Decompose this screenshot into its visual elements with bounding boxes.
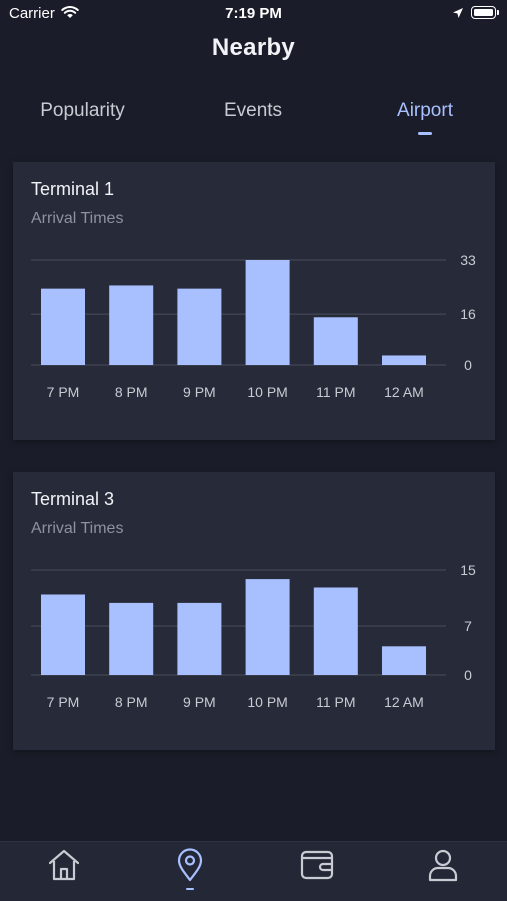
- bar[interactable]: [245, 579, 290, 675]
- bar[interactable]: [41, 594, 85, 676]
- card-title: Terminal 1: [31, 179, 115, 199]
- wallet-icon: [300, 850, 334, 880]
- bar[interactable]: [109, 285, 154, 365]
- bar[interactable]: [382, 646, 426, 675]
- x-tick-label: 7 PM: [47, 384, 80, 400]
- status-bar: Carrier 7:19 PM: [0, 0, 507, 28]
- card-subtitle: Arrival Times: [31, 520, 124, 537]
- tab-popularity[interactable]: Popularity: [40, 100, 125, 121]
- bar[interactable]: [109, 602, 154, 675]
- x-tick-label: 7 PM: [47, 694, 80, 710]
- y-tick-label: 7: [464, 618, 472, 634]
- terminal-1-arrival-chart: 33 16 0 7 PM 8 PM 9 PM 10 PM 11 PM 12 AM: [31, 252, 476, 400]
- battery-icon: [471, 6, 496, 19]
- tab-bar-profile[interactable]: [413, 842, 473, 892]
- bar[interactable]: [382, 355, 426, 365]
- x-tick-label: 9 PM: [183, 384, 216, 400]
- active-tab-bar-indicator: [186, 888, 194, 890]
- bar[interactable]: [41, 288, 85, 365]
- card-title: Terminal 3: [31, 489, 115, 509]
- x-tick-label: 10 PM: [247, 384, 287, 400]
- x-tick-label: 11 PM: [316, 694, 355, 710]
- bar[interactable]: [313, 587, 358, 676]
- tab-bar-wallet[interactable]: [287, 842, 347, 892]
- bar[interactable]: [177, 602, 222, 675]
- profile-icon: [428, 849, 458, 882]
- y-tick-label: 0: [464, 357, 472, 373]
- card-subtitle: Arrival Times: [31, 210, 124, 227]
- location-arrow-icon: [452, 6, 464, 24]
- x-tick-label: 12 AM: [384, 384, 424, 400]
- x-tick-label: 8 PM: [115, 694, 148, 710]
- terminal-3-arrival-chart: 15 7 0 7 PM 8 PM 9 PM 10 PM 11 PM 12 AM: [31, 562, 476, 710]
- tab-events[interactable]: Events: [223, 100, 283, 121]
- y-tick-label: 0: [464, 667, 472, 683]
- bar[interactable]: [177, 288, 222, 365]
- bottom-tab-bar: [0, 841, 507, 901]
- wifi-icon: [61, 5, 79, 24]
- x-tick-label: 10 PM: [247, 694, 287, 710]
- y-tick-label: 33: [460, 252, 476, 268]
- bar[interactable]: [313, 317, 358, 365]
- x-tick-label: 9 PM: [183, 694, 216, 710]
- location-pin-icon: [177, 848, 203, 882]
- y-tick-label: 15: [460, 562, 476, 578]
- tab-bar-home[interactable]: [34, 842, 94, 892]
- tab-bar-nearby[interactable]: [160, 842, 220, 892]
- tab-airport[interactable]: Airport: [397, 100, 453, 121]
- home-icon: [48, 849, 80, 881]
- x-tick-label: 8 PM: [115, 384, 148, 400]
- terminal-1-card: Terminal 1 Arrival Times 33 16 0 7 PM 8 PM 9 …: [13, 162, 495, 440]
- carrier-label: Carrier: [9, 5, 55, 22]
- terminal-3-card: Terminal 3 Arrival Times 15 7 0 7 PM 8 PM 9 P…: [13, 472, 495, 750]
- x-tick-label: 12 AM: [384, 694, 424, 710]
- status-time: 7:19 PM: [225, 5, 282, 22]
- bar[interactable]: [245, 260, 290, 365]
- x-tick-label: 11 PM: [316, 384, 355, 400]
- battery-tip: [497, 10, 499, 15]
- active-tab-indicator: [418, 132, 432, 135]
- y-tick-label: 16: [460, 306, 476, 322]
- page-title: Nearby: [211, 34, 296, 61]
